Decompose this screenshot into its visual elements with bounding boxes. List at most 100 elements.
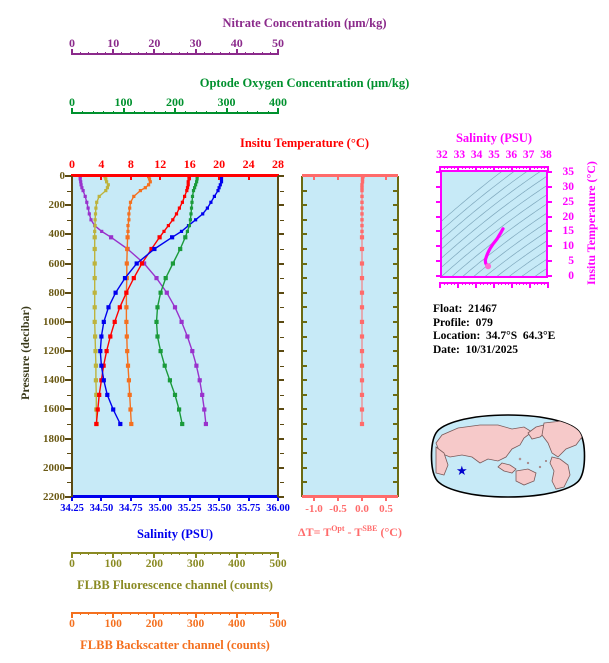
axis-minor-tick	[501, 166, 503, 169]
pressure-axis-tick	[65, 233, 71, 236]
axis-minor-tick	[104, 552, 106, 555]
axis-minor-tick	[96, 52, 98, 55]
axis-minor-tick	[526, 282, 528, 285]
axis-minor-tick	[82, 111, 84, 114]
axis-minor-tick	[309, 174, 311, 177]
axis-minor-tick	[88, 552, 90, 555]
ts-temperature-tick	[548, 171, 552, 173]
axis-minor-tick	[179, 52, 181, 55]
pressure-axis-tick	[278, 175, 284, 177]
axis-minor-tick	[195, 111, 197, 114]
axis-minor-tick	[376, 174, 378, 177]
axis-minor-tick	[204, 174, 206, 177]
axis-minor-tick	[185, 111, 187, 114]
axis-minor-tick	[318, 174, 320, 177]
pressure-axis-minor-tick	[67, 278, 71, 280]
axis-minor-tick	[253, 552, 255, 555]
profile-right-axis	[277, 176, 279, 497]
salinity-tick-label: 36.00	[266, 503, 290, 514]
pressure-axis-tick	[65, 466, 71, 469]
axis-minor-tick	[522, 282, 524, 285]
axis-major-tick	[235, 49, 238, 55]
axis-minor-tick	[269, 552, 271, 555]
axis-minor-tick	[182, 495, 184, 498]
axis-minor-tick	[395, 495, 397, 498]
delta-t-edge-tick	[302, 481, 307, 484]
axis-minor-tick	[263, 495, 265, 498]
temperature-tick-label: 0	[69, 157, 75, 171]
axis-minor-tick	[483, 282, 485, 285]
delta-t-edge-tick	[302, 233, 307, 236]
ts-salinity-tick-label: 33	[453, 149, 466, 161]
axis-major-tick	[188, 495, 191, 501]
backscatter-axis-ruler	[71, 612, 279, 618]
axis-minor-tick	[247, 111, 249, 114]
axis-minor-tick	[263, 174, 265, 177]
axis-minor-tick	[465, 166, 467, 169]
delta-t-edge-tick	[393, 481, 398, 484]
axis-minor-tick	[80, 552, 82, 555]
axis-major-tick	[337, 495, 339, 501]
axis-minor-tick	[187, 552, 189, 555]
delta-t-edge-tick	[302, 277, 307, 280]
axis-minor-tick	[182, 174, 184, 177]
axis-minor-tick	[187, 52, 189, 55]
pressure-tick-label: 1200	[43, 345, 65, 358]
axis-minor-tick	[203, 552, 205, 555]
nitrate-tick-label: 20	[148, 36, 161, 50]
delta-t-edge-tick	[302, 291, 307, 294]
axis-minor-tick	[175, 495, 176, 498]
axis-minor-tick	[79, 174, 81, 177]
axis-minor-tick	[519, 166, 521, 169]
axis-major-tick	[511, 166, 513, 172]
axis-minor-tick	[267, 111, 269, 114]
salinity-axis-title: Salinity (PSU)	[136, 527, 214, 541]
delta-t-edge-tick	[393, 335, 398, 338]
salinity-axis-ruler	[71, 495, 279, 501]
axis-major-tick	[112, 552, 115, 558]
axis-minor-tick	[386, 495, 387, 498]
nitrate-tick-label: 10	[107, 36, 120, 50]
delta-t-edge-tick	[393, 262, 398, 265]
delta-t-edge-tick	[302, 218, 307, 221]
axis-minor-tick	[342, 174, 344, 177]
axis-minor-tick	[472, 166, 474, 169]
delta-t-edge-tick	[393, 393, 398, 396]
backscatter-axis-title: FLBB Backscatter channel (counts)	[80, 638, 270, 652]
axis-minor-tick	[146, 52, 148, 55]
axis-minor-tick	[479, 282, 481, 285]
axis-minor-tick	[108, 174, 110, 177]
nitrate-axis-ruler	[71, 49, 279, 58]
axis-major-tick	[194, 612, 197, 618]
pressure-axis-tick	[278, 350, 284, 353]
axis-minor-tick	[253, 612, 255, 615]
pressure-axis-minor-tick	[280, 336, 284, 338]
axis-major-tick	[511, 282, 513, 288]
delta-t-edge-tick	[302, 350, 307, 353]
delta-t-edge-tick	[302, 320, 307, 323]
axis-minor-tick	[304, 495, 306, 498]
delta-t-right-axis	[397, 176, 399, 497]
pressure-axis-minor-tick	[67, 365, 71, 367]
ts-temperature-tick-label: 15	[562, 225, 575, 238]
float-location-marker: ★	[456, 463, 468, 478]
axis-minor-tick	[241, 495, 243, 498]
pressure-axis-tick	[278, 291, 284, 294]
axis-major-tick	[277, 108, 279, 114]
axis-major-tick	[475, 166, 477, 172]
axis-minor-tick	[216, 111, 218, 114]
delta-t-edge-tick	[302, 204, 307, 207]
ts-salinity-axis-title: Salinity (PSU)	[455, 131, 533, 145]
axis-minor-tick	[167, 174, 169, 177]
backscatter-tick-label: 300	[186, 618, 205, 630]
axis-minor-tick	[357, 495, 359, 498]
axis-minor-tick	[253, 52, 255, 55]
axis-major-tick	[112, 49, 115, 55]
axis-major-tick	[122, 108, 125, 114]
axis-major-tick	[218, 495, 221, 501]
delta-t-edge-tick	[302, 335, 307, 338]
axis-major-tick	[159, 495, 162, 501]
axis-minor-tick	[137, 552, 139, 555]
delta-t-tick-label: 0.5	[379, 503, 393, 515]
axis-minor-tick	[537, 282, 539, 285]
